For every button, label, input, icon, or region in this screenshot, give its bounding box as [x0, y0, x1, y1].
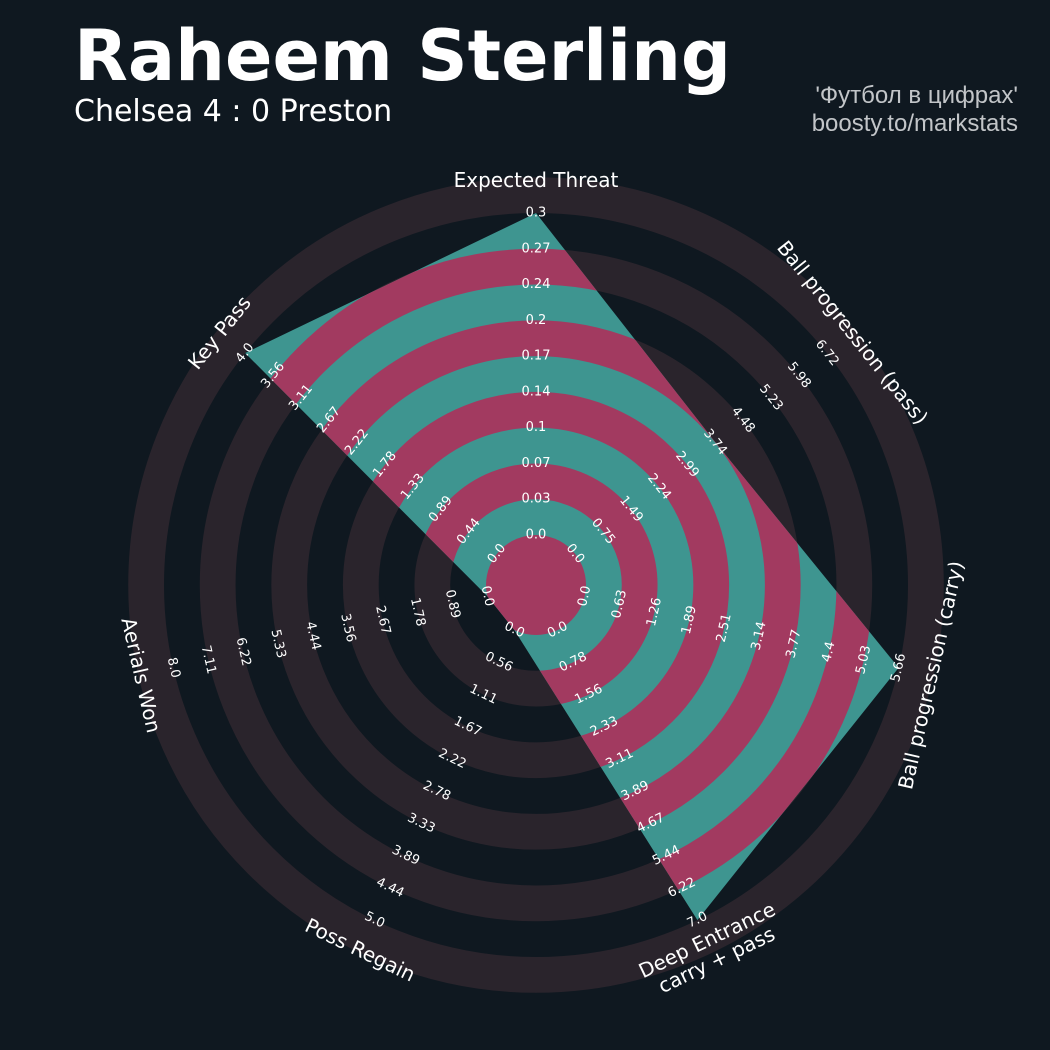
axis-tick-label: 0.89: [442, 588, 463, 620]
axis-tick-label: 5.66: [888, 652, 909, 684]
axis-tick-label: 4.4: [819, 640, 838, 664]
axis-tick-label: 0.03: [522, 492, 551, 507]
axis-tick-label: 0.1: [526, 420, 547, 435]
axis-tick-label: 2.51: [714, 612, 735, 644]
polygon-center-band: [486, 535, 586, 635]
axis-tick-label: 1.26: [644, 596, 665, 628]
match-subtitle: Chelsea 4 : 0 Preston: [74, 94, 393, 129]
axis-tick-label: 0.24: [522, 277, 551, 292]
axis-tick-label: 4.44: [302, 620, 323, 652]
axis-tick-label: 5.03: [853, 644, 874, 676]
axis-tick-label: 0.0: [526, 528, 547, 543]
axis-tick-label: 3.77: [783, 628, 804, 660]
player-name-title: Raheem Sterling: [74, 15, 732, 97]
parameter-label-line: Expected Threat: [454, 168, 619, 192]
background-ring: [128, 177, 944, 993]
credit-text: 'Футбол в цифрах': [815, 82, 1018, 109]
axis-tick-label: 0.0: [478, 584, 497, 608]
axis-tick-label: 0.2: [526, 313, 547, 328]
axis-tick-label: 0.07: [522, 456, 551, 471]
axis-tick-label: 0.63: [609, 588, 630, 620]
axis-tick-label: 5.33: [267, 628, 288, 660]
axis-tick-label: 7.11: [198, 644, 219, 676]
axis-tick-label: 3.56: [337, 612, 358, 644]
credit-url: boosty.to/markstats: [811, 110, 1018, 137]
parameter-label: Deep Entrancecarry + pass: [635, 897, 789, 1003]
axis-tick-label: 1.78: [407, 596, 428, 628]
axis-tick-label: 8.0: [164, 656, 183, 680]
axis-tick-label: 0.3: [526, 206, 547, 221]
axis-tick-label: 6.22: [233, 636, 254, 668]
axis-tick-label: 0.14: [522, 384, 551, 399]
axis-tick-label: 0.27: [522, 241, 551, 256]
parameter-label: Expected Threat: [454, 168, 619, 192]
axis-tick-label: 2.67: [372, 604, 393, 636]
axis-tick-label: 0.0: [575, 584, 594, 608]
axis-tick-label: 0.17: [522, 349, 551, 364]
axis-tick-label: 3.14: [749, 620, 770, 652]
axis-tick-label: 1.89: [679, 604, 700, 636]
